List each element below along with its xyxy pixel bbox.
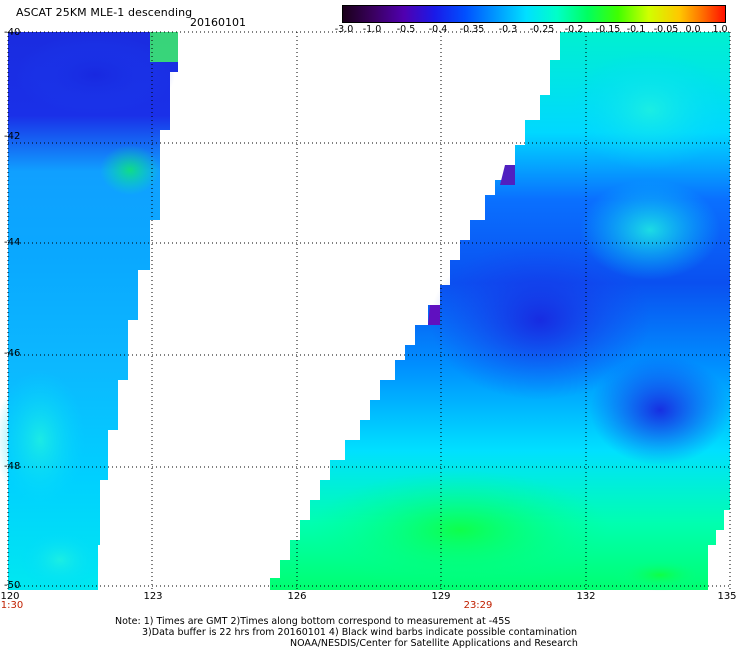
colorbar-label: -0.35	[459, 24, 485, 35]
lon-label: 123	[143, 591, 163, 602]
note-line-2: 3)Data buffer is 22 hrs from 20160101 4)…	[142, 627, 578, 638]
colorbar-label: 1.0	[712, 24, 728, 35]
note-line-3: NOAA/NESDIS/Center for Satellite Applica…	[290, 638, 578, 649]
lat-label: -40	[4, 27, 21, 38]
colorbar-label: 0.0	[685, 24, 701, 35]
lat-label: -44	[4, 237, 21, 248]
colorbar-label: -0.05	[653, 24, 679, 35]
colorbar-label: -0.15	[595, 24, 621, 35]
colorbar-label: -0.1	[626, 24, 646, 35]
date-label: 20160101	[190, 16, 246, 29]
lon-label: 120	[0, 591, 20, 602]
page-title: ASCAT 25KM MLE-1 descending	[16, 6, 193, 19]
colorbar-labels: -3.0 -1.0 -0.5 -0.4 -0.35 -0.3 -0.25 -0.…	[330, 24, 730, 36]
lat-label: -46	[4, 348, 21, 359]
colorbar-label: -0.4	[428, 24, 448, 35]
right-swath	[270, 32, 730, 591]
time-label: 23:29	[463, 600, 493, 611]
lat-label: -50	[4, 580, 21, 591]
lon-label: 132	[576, 591, 596, 602]
colorbar-label: -0.5	[396, 24, 416, 35]
note-line-1: Note: 1) Times are GMT 2)Times along bot…	[115, 616, 511, 627]
colorbar-label: -3.0	[334, 24, 354, 35]
time-label: 1:30	[0, 600, 24, 611]
lon-label: 135	[717, 591, 737, 602]
lon-label: 129	[431, 591, 451, 602]
lon-label: 126	[287, 591, 307, 602]
lat-label: -48	[4, 461, 21, 472]
colorbar-label: -0.3	[498, 24, 518, 35]
colorbar-label: -0.25	[529, 24, 555, 35]
lat-label: -42	[4, 131, 21, 142]
colorbar-label: -0.2	[564, 24, 584, 35]
colorbar	[342, 5, 726, 23]
lat-lon-grid	[7, 31, 731, 590]
left-swath	[0, 32, 178, 590]
colorbar-label: -1.0	[362, 24, 382, 35]
